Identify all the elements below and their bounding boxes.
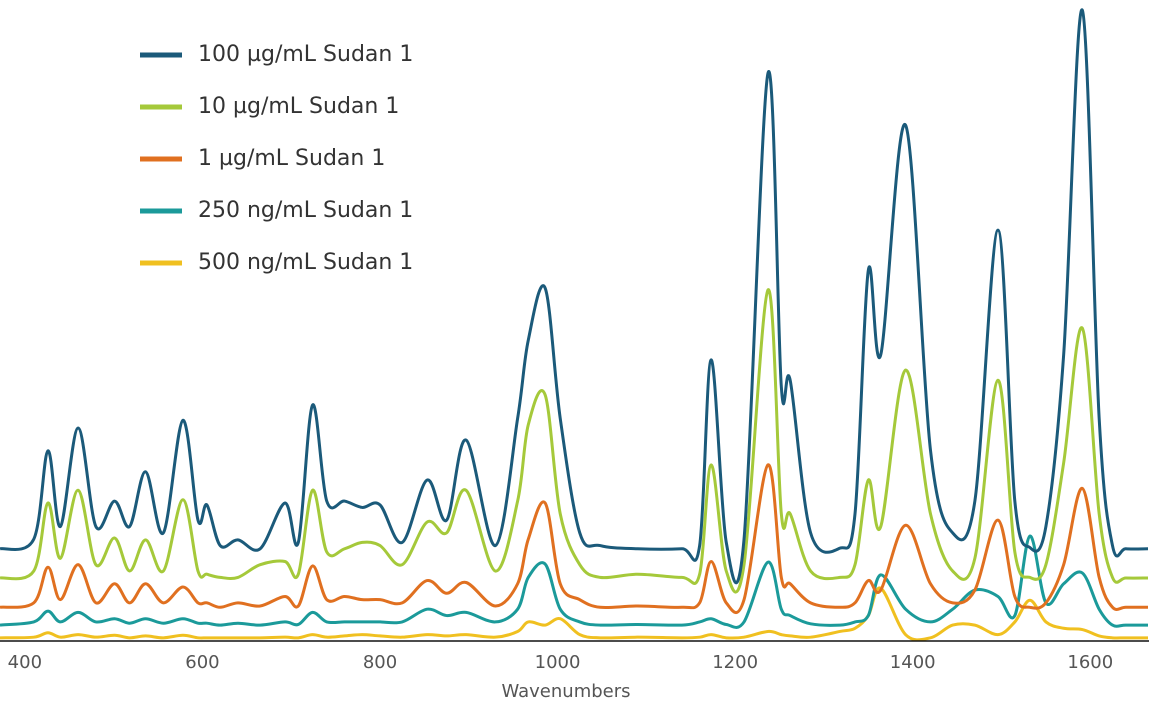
spectrum-line [0, 586, 1148, 642]
spectrum-line [0, 288, 1149, 594]
x-tick-label: 1000 [535, 652, 581, 673]
x-tick-label: 800 [363, 652, 397, 673]
spectrum-line [0, 8, 1149, 585]
x-axis-label: Wavenumbers [501, 681, 630, 702]
plot-lines [0, 8, 1149, 642]
x-tick-label: 600 [185, 652, 219, 673]
x-tick-label: 400 [8, 652, 42, 673]
legend-label: 10 µg/mL Sudan 1 [198, 94, 399, 119]
legend-label: 100 µg/mL Sudan 1 [198, 42, 413, 67]
x-tick-label: 1200 [712, 652, 758, 673]
x-tick-label: 1600 [1067, 652, 1113, 673]
legend-label: 250 ng/mL Sudan 1 [198, 198, 413, 223]
spectrum-line [0, 463, 1148, 614]
legend-label: 500 ng/mL Sudan 1 [198, 250, 413, 275]
x-tick-label: 1400 [890, 652, 936, 673]
legend-label: 1 µg/mL Sudan 1 [198, 146, 385, 171]
